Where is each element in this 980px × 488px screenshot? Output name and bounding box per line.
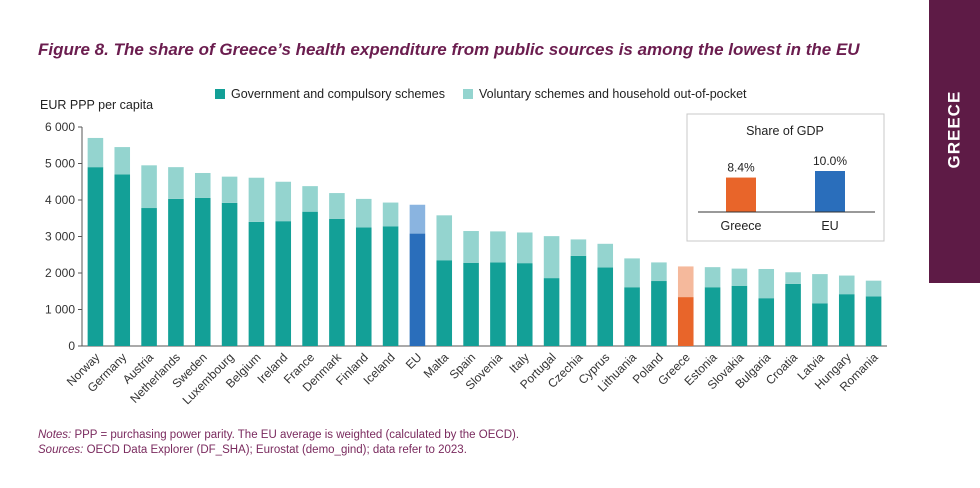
bar-voluntary [87,137,104,168]
bar-voluntary [275,181,292,222]
bar-voluntary [221,176,238,203]
bar-voluntary [865,280,882,297]
country-side-tab: GREECE [929,0,980,283]
inset-bar [815,171,845,212]
bar-government [141,208,157,346]
inset-title: Share of GDP [746,124,824,138]
legend-label-government: Government and compulsory schemes [231,87,445,101]
bar-voluntary [597,243,614,268]
bar-voluntary [436,215,453,261]
bar-government [677,297,694,346]
bar-voluntary [677,266,694,298]
bar-voluntary [704,267,721,288]
bar-voluntary [355,198,372,228]
notes-text: PPP = purchasing power parity. The EU av… [71,429,520,441]
bar-voluntary [194,172,211,198]
legend-swatch-government [215,89,225,99]
legend-swatch-voluntary [463,89,473,99]
bar-voluntary [490,231,506,263]
bar-government [355,227,372,346]
bar-voluntary [838,275,855,295]
bar-voluntary [382,202,399,227]
x-tick-label: Malta [421,350,452,381]
bar-voluntary [570,239,587,256]
y-tick-label: 3 000 [45,230,75,244]
bar-voluntary [168,167,184,199]
bar-government [812,303,828,346]
bar-government [785,283,801,346]
sources-text: OECD Data Explorer (DF_SHA); Eurostat (d… [83,444,467,456]
sources-line: Sources: OECD Data Explorer (DF_SHA); Eu… [38,443,519,458]
bar-government [409,233,426,346]
bar-government [838,294,855,346]
bar-voluntary [812,274,828,304]
bar-voluntary [329,193,345,219]
bar-government [248,221,265,346]
bar-government [114,174,131,346]
bar-government [543,278,560,346]
bar-government [570,255,587,346]
figure-notes: Notes: PPP = purchasing power parity. Th… [38,428,519,458]
inset-category-label: EU [821,219,838,233]
inset-frame [686,113,885,242]
bar-government [168,198,184,346]
y-tick-label: 6 000 [45,120,75,134]
bar-government [302,211,318,346]
bar-government [704,287,721,346]
bar-voluntary [758,268,775,299]
bar-government [516,263,533,346]
bar-voluntary [302,186,318,212]
y-tick-label: 4 000 [45,193,75,207]
bar-government [624,287,640,346]
x-tick-label: EU [403,350,425,372]
bar-voluntary [543,236,560,279]
bar-government [275,221,292,346]
y-tick-label: 5 000 [45,157,75,171]
bar-government [436,260,453,346]
bar-voluntary [463,231,479,263]
notes-label: Notes: [38,429,72,441]
bar-government [651,281,667,346]
bar-government [194,197,211,346]
bar-voluntary [785,272,801,284]
y-axis-label: EUR PPP per capita [40,98,153,112]
bar-voluntary [141,165,157,209]
legend-label-voluntary: Voluntary schemes and household out-of-p… [479,87,747,101]
bar-government [329,218,345,346]
figure-title: Figure 8. The share of Greece’s health e… [38,40,860,59]
bar-voluntary [516,232,533,264]
bar-voluntary [114,147,131,175]
sources-label: Sources: [38,444,84,456]
inset-data-label: 8.4% [727,161,755,175]
bar-government [731,285,748,346]
bar-voluntary [731,268,748,286]
bar-government [597,267,614,346]
bar-government [865,296,882,346]
bar-government [221,202,238,346]
bar-government [490,262,506,346]
inset-data-label: 10.0% [813,154,847,168]
bar-government [87,167,104,346]
inset-category-label: Greece [721,219,762,233]
bar-government [463,262,479,346]
bar-voluntary [624,258,640,288]
bar-government [382,226,399,346]
bar-voluntary [651,262,667,282]
inset-bar [726,177,756,212]
y-tick-label: 1 000 [45,303,75,317]
y-tick-label: 2 000 [45,266,75,280]
bar-voluntary [409,204,426,234]
bar-voluntary [248,177,265,222]
y-tick-label: 0 [68,339,75,353]
bar-government [758,298,775,346]
notes-line: Notes: PPP = purchasing power parity. Th… [38,428,519,443]
